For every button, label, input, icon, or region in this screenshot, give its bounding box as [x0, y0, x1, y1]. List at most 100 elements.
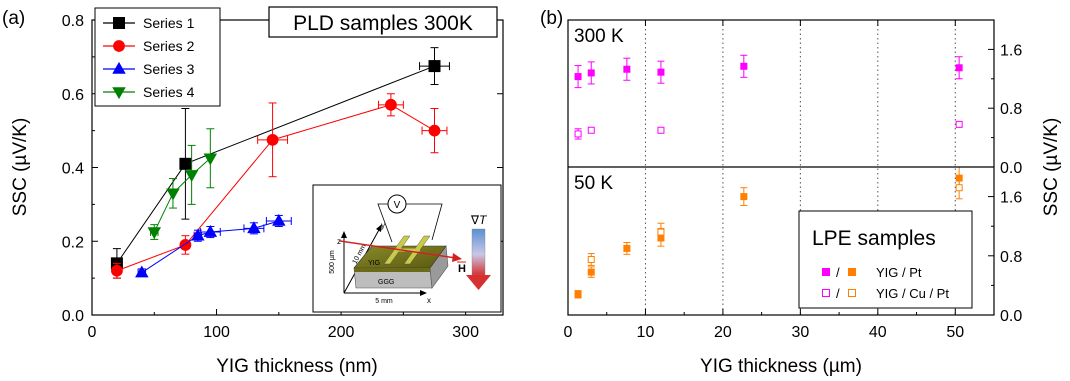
inset-device-diagram: z x y 500 µm 10 mm 5 mm YIG GGG V: [312, 184, 502, 313]
legend-separator-2: /: [836, 286, 840, 301]
legend-filled-50k-marker: [848, 268, 856, 276]
subpanel-2-series-2: [587, 176, 963, 266]
inset-voltmeter-label: V: [394, 200, 401, 211]
series-1-point: [179, 157, 192, 170]
data-point-open: [587, 256, 595, 263]
series-2-point: [266, 133, 279, 146]
data-point-filled: [623, 244, 631, 252]
series-4-point: [203, 153, 218, 166]
inset-thickness-label: 500 µm: [329, 250, 336, 274]
panel-b-y-tick-label: 0.8: [1000, 101, 1022, 118]
inset-y-label: y: [381, 221, 385, 230]
data-point-open: [587, 126, 595, 134]
panel-b-y-tick-label: 0.0: [1000, 308, 1022, 325]
panel-b-y-tick-label: 0.0: [1000, 160, 1022, 177]
panel-b-legend: LPE samples / YIG / Pt / YIG / Cu / Pt: [798, 210, 973, 309]
series-3-point: [247, 221, 261, 234]
panel-a-x-tick-label: 200: [328, 324, 355, 341]
series-3-point: [191, 228, 205, 241]
inset-yig-label: YIG: [368, 260, 380, 267]
panel-a-ticks: 0 100 200 300 0.0 0.2 0.4 0.6 0.8: [62, 13, 503, 341]
data-point-open: [657, 228, 665, 236]
series-2-point: [428, 124, 441, 137]
legend-open-300k-marker: [822, 289, 830, 297]
inset-x-label: x: [427, 296, 431, 305]
legend-marker: [113, 17, 125, 29]
legend-marker: [113, 40, 125, 52]
data-point-filled: [574, 73, 582, 81]
panel-a-y-tick-label: 0.0: [62, 308, 84, 325]
panel-b-x-tick-label: 50: [946, 324, 964, 341]
legend-title: LPE samples: [812, 227, 936, 250]
legend-row-1-label: YIG / Pt: [876, 265, 922, 280]
panel-a-x-tick-label: 300: [452, 324, 479, 341]
series-2-point: [111, 264, 123, 277]
panel-a-x-axis-label: YIG thickness (nm): [216, 356, 378, 377]
series-line: [153, 157, 211, 233]
legend-separator-1: /: [836, 265, 840, 280]
inset-width-label: 5 mm: [375, 298, 393, 305]
series-4: [147, 128, 218, 240]
series-3-point: [203, 224, 218, 237]
series-1-point: [428, 60, 441, 73]
inset-gradient-label: ∇T: [470, 213, 488, 227]
panel-a-legend: Series 1 Series 2 Series 3 Series 4: [94, 7, 221, 107]
data-point-filled: [587, 69, 595, 77]
subpanel-50k-label: 50 K: [574, 173, 613, 194]
inset-z-label: z: [337, 237, 341, 246]
data-point-open: [657, 126, 665, 134]
data-point-filled: [955, 64, 963, 72]
legend-entry-4: Series 4: [143, 84, 195, 100]
subpanel-1-series-2: [574, 120, 963, 140]
data-point-filled: [740, 193, 748, 201]
legend-row-2-label: YIG / Cu / Pt: [876, 286, 949, 301]
panel-b-y-tick-label: 0.8: [1000, 249, 1022, 266]
legend-open-50k-marker: [848, 289, 856, 297]
panel-b-x-tick-label: 20: [714, 324, 732, 341]
panel-b-x-tick-label: 0: [564, 324, 573, 341]
panel-b-data: [574, 54, 963, 299]
panel-a-y-tick-label: 0.6: [62, 87, 84, 104]
data-point-open: [955, 184, 963, 192]
series-2: [111, 93, 448, 279]
panel-a-title-box: PLD samples 300K: [195, 6, 498, 38]
data-point-open: [955, 120, 963, 128]
panel-a-y-tick-label: 0.8: [62, 13, 84, 30]
panel-a-x-tick-label: 0: [88, 324, 97, 341]
inset-ggg-label: GGG: [378, 279, 394, 286]
panel-a-label: (a): [2, 8, 25, 29]
panel-a-x-tick-label: 100: [203, 324, 230, 341]
legend-entry-2: Series 2: [143, 38, 195, 54]
series-2-point: [385, 98, 397, 111]
panel-b-x-tick-label: 40: [869, 324, 887, 341]
series-4-point: [184, 170, 199, 183]
data-point-open: [574, 130, 582, 138]
panel-a-y-axis-label: SSC (µV/K): [10, 118, 31, 217]
panel-b: (b) 0 10 20 30 40 500.00.81.60.00.81.6 300 K …: [540, 8, 1062, 377]
panel-a-title: PLD samples 300K: [293, 12, 473, 35]
series-3-point: [272, 213, 286, 226]
series-3-point: [135, 265, 149, 278]
panel-b-x-tick-label: 10: [637, 324, 655, 341]
inset-field-label: H: [458, 263, 466, 275]
data-point-filled: [740, 62, 748, 70]
panel-b-label: (b): [540, 8, 563, 29]
subpanel-1-series-1: [574, 54, 963, 89]
data-point-filled: [587, 268, 595, 276]
subpanel-300k-label: 300 K: [574, 26, 624, 47]
panel-a-y-tick-label: 0.4: [62, 161, 84, 178]
data-point-filled: [623, 65, 631, 73]
panel-a: (a) 0 100 200 300 0.0 0.2 0.4 0.6 0.8 PLD sample…: [2, 6, 504, 377]
legend-entry-3: Series 3: [143, 61, 195, 77]
legend-entry-1: Series 1: [143, 15, 195, 31]
panel-b-y-tick-label: 1.6: [1000, 42, 1022, 59]
panel-a-y-tick-label: 0.2: [62, 234, 84, 251]
data-point-filled: [574, 290, 582, 298]
data-point-filled: [657, 68, 665, 76]
legend-marker: [112, 87, 126, 100]
panel-b-y-axis-label: SSC (µV/K): [1041, 118, 1062, 217]
legend-marker: [112, 61, 126, 74]
series-4-point: [147, 227, 162, 240]
series-3: [135, 213, 292, 278]
series-4-point: [166, 188, 180, 201]
